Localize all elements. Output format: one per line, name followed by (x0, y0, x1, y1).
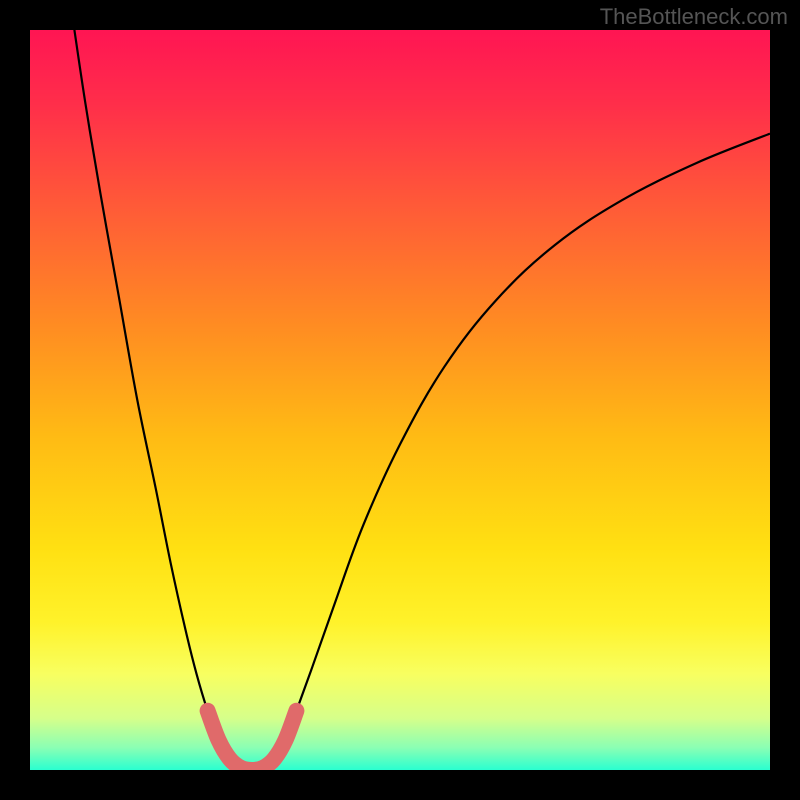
chart-container: TheBottleneck.com (0, 0, 800, 800)
plot-svg (30, 30, 770, 770)
plot-frame (30, 30, 770, 770)
watermark-text: TheBottleneck.com (600, 4, 788, 30)
gradient-background (30, 30, 770, 770)
